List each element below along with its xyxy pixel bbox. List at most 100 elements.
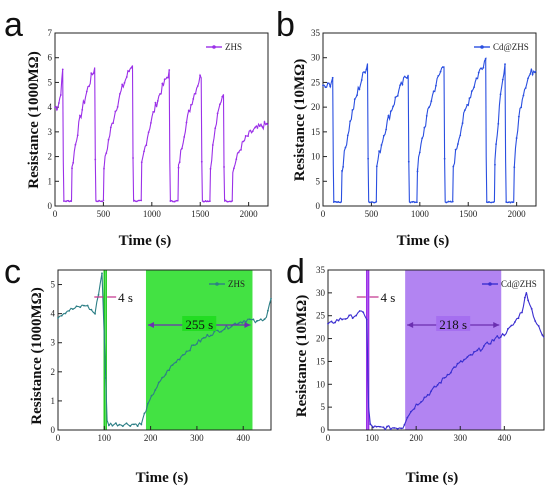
panel-a-data-point <box>194 92 197 95</box>
panel-b-xtick-label: 1000 <box>411 209 430 219</box>
panel-c-data-point <box>71 308 74 311</box>
panel-d-data-point <box>521 311 523 314</box>
panel-b-ylabel: Resistance (10MΩ) <box>292 59 308 181</box>
panel-b-ytick-label: 20 <box>311 102 321 112</box>
panel-a-data-point <box>183 136 186 138</box>
panel-b-ytick-label: 25 <box>311 77 321 87</box>
panel-a-data-point <box>132 157 134 159</box>
panel-a-data-point <box>177 166 180 169</box>
panel-a-data-point <box>116 106 119 108</box>
panel-a-data-point <box>169 200 172 202</box>
panel-b-data-point <box>488 201 490 203</box>
panel-a-data-point <box>54 106 56 109</box>
panel-d-ytick-label: 35 <box>316 265 326 275</box>
panel-d-legend-label: Cd@ZHS <box>501 279 537 289</box>
panel-c-data-point <box>140 423 143 426</box>
panel-b-data-point <box>349 120 352 123</box>
panel-b-data-point <box>358 88 361 91</box>
panel-a-data-point <box>63 200 65 202</box>
panel-d-data-point <box>369 423 372 426</box>
panel-b-data-point <box>339 201 342 204</box>
panel-a-data-point <box>100 200 103 203</box>
panel-c-data-point <box>97 293 100 296</box>
panel-a-data-point <box>166 76 168 79</box>
panel-c-data-point <box>60 314 63 317</box>
panel-b-data-point <box>504 63 506 66</box>
panel-a-data-point <box>209 168 212 170</box>
panel-d-data-point <box>389 428 392 431</box>
panel-a-data-point <box>163 78 166 81</box>
panel-a-data-point <box>112 122 114 125</box>
panel-c-data-point <box>248 318 251 321</box>
panel-b-data-point <box>505 201 508 203</box>
panel-c-data-point <box>230 325 233 328</box>
panel-d-data-point <box>486 341 489 344</box>
panel-b-data-point <box>520 106 523 109</box>
panel-c-data-point <box>86 304 89 307</box>
panel-c-data-point <box>199 340 202 343</box>
panel-a-data-point <box>161 82 164 85</box>
panel-d-data-point <box>541 333 544 336</box>
panel-b-data-point <box>387 114 390 117</box>
panel-a-xtick-label: 1500 <box>191 209 210 219</box>
panel-c-data-point <box>175 361 177 364</box>
panel-a-data-point <box>114 110 117 113</box>
panel-a-data-point <box>56 108 58 111</box>
panel-b-data-point <box>461 122 464 125</box>
panel-c-data-point <box>252 318 255 321</box>
panel-d-data-point <box>496 335 499 337</box>
panel-a-xlabel: Time (s) <box>119 233 172 249</box>
panel-b-data-point <box>466 103 469 106</box>
panel-a-data-point <box>67 199 70 202</box>
panel-c-data-point <box>220 330 223 333</box>
panel-a-xtick-label: 1000 <box>143 209 162 219</box>
panel-b-data-point <box>501 78 504 81</box>
panel-c-data-point <box>161 376 164 379</box>
panel-a-data-point <box>128 70 130 73</box>
panel-b-data-point <box>437 75 440 77</box>
panel-c-data-point <box>256 319 259 322</box>
panel-b-data-point <box>378 150 381 153</box>
panel-b-data-point <box>445 201 448 204</box>
panel-c-xtick-label: 100 <box>98 433 112 443</box>
panel-a-data-point <box>145 144 148 147</box>
panel-b-data-point <box>421 137 424 140</box>
panel-b-ytick-label: 5 <box>316 176 321 186</box>
panel-d-data-point <box>463 358 466 361</box>
panel-c-recovery-time-label: 255 s <box>185 317 213 332</box>
panel-b-data-point <box>413 201 416 204</box>
panel-b-data-point <box>416 201 418 204</box>
panel-b-data-point <box>473 86 476 89</box>
panel-a-data-point <box>251 130 254 133</box>
panel-b-data-point <box>331 76 334 79</box>
panel-b-data-point <box>373 201 375 204</box>
panel-d-data-point <box>327 322 329 325</box>
panel-c-xtick-label: 0 <box>56 433 61 443</box>
panel-d-data-point <box>341 318 344 321</box>
panel-a-data-point <box>240 148 242 151</box>
panel-d-data-point <box>489 342 492 345</box>
panel-a-data-point <box>107 138 110 141</box>
panel-d-data-point <box>473 351 475 353</box>
panel-c-recovery-arrowhead-right <box>244 322 251 328</box>
panel-c-data-point <box>237 322 240 325</box>
panel-c-data-point <box>234 322 237 325</box>
panel-b-data-point <box>403 75 406 78</box>
panel-c-xlabel: Time (s) <box>136 470 189 486</box>
panel-d-data-point <box>503 334 506 337</box>
panel-a-data-point <box>88 85 90 88</box>
panel-a-xtick-label: 500 <box>97 209 111 219</box>
panel-c-ylabel: Resistance (1000MΩ) <box>29 287 45 424</box>
panel-c-data-point <box>101 272 103 275</box>
panel-c-xtick-label: 200 <box>144 433 158 443</box>
panel-d-data-point <box>358 310 361 312</box>
panel-d-data-point <box>517 317 520 320</box>
panel-b-data-point <box>423 126 426 129</box>
panel-a-data-point <box>263 121 266 123</box>
panel-b-data-point <box>360 79 363 81</box>
panel-d-ytick-label: 30 <box>316 288 326 298</box>
panel-b-data-point <box>533 71 536 74</box>
panel-d-data-point <box>362 311 365 314</box>
panel-b-data-point <box>480 67 482 70</box>
panel-a-data-point <box>204 199 207 202</box>
